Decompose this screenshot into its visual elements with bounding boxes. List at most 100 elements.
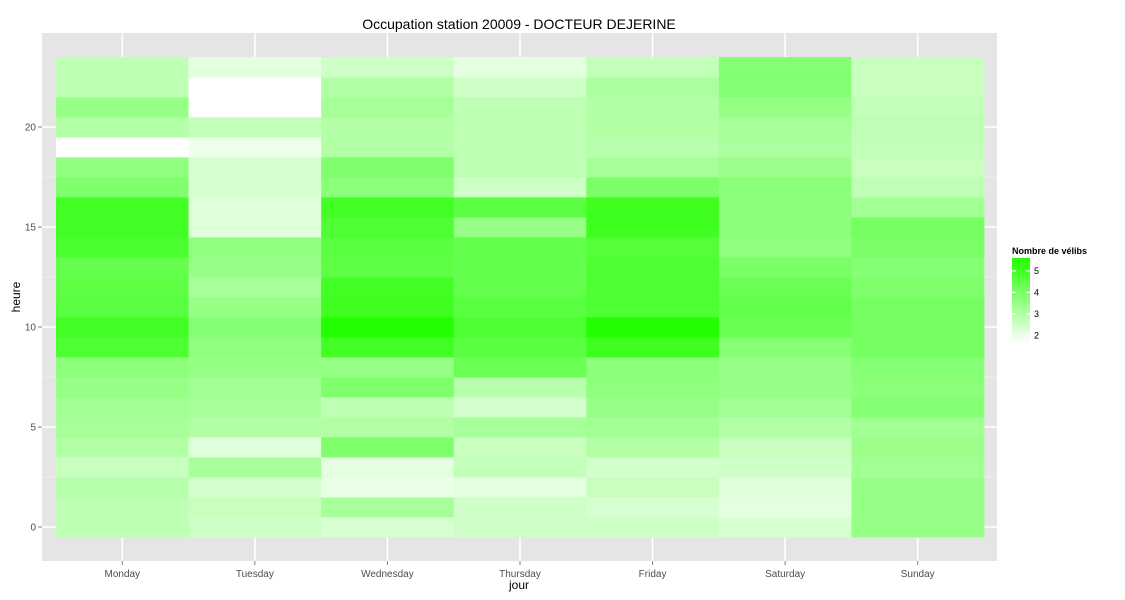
heatmap-tile bbox=[321, 117, 455, 138]
heatmap-tile bbox=[56, 137, 189, 158]
heatmap-tile bbox=[321, 497, 455, 518]
heatmap-tile bbox=[188, 297, 322, 318]
heatmap-tile bbox=[851, 277, 985, 298]
heatmap-tile bbox=[586, 217, 720, 238]
heatmap-tile bbox=[56, 417, 189, 438]
x-tick-label: Thursday bbox=[499, 569, 541, 580]
heatmap-tile bbox=[321, 197, 455, 218]
heatmap-tile bbox=[188, 77, 322, 98]
heatmap-tile bbox=[188, 497, 322, 518]
heatmap-tile bbox=[586, 157, 720, 178]
heatmap-tile bbox=[321, 77, 455, 98]
legend-tick-label: 2 bbox=[1034, 330, 1039, 340]
heatmap-tile bbox=[321, 237, 455, 258]
heatmap-tile bbox=[56, 277, 189, 298]
legend-colorbar bbox=[1012, 258, 1030, 344]
heatmap-tile bbox=[321, 457, 455, 478]
heatmap-tile bbox=[453, 57, 587, 78]
heatmap-tile bbox=[56, 497, 189, 518]
heatmap-tile bbox=[321, 517, 455, 538]
heatmap-tile bbox=[321, 257, 455, 278]
heatmap-tile bbox=[586, 437, 720, 458]
heatmap-tile bbox=[56, 357, 189, 378]
heatmap-tile bbox=[56, 337, 189, 358]
heatmap-tile bbox=[851, 117, 985, 138]
heatmap-tile bbox=[718, 237, 852, 258]
heatmap-tile bbox=[56, 197, 189, 218]
heatmap-tile bbox=[453, 137, 587, 158]
heatmap-tile bbox=[453, 457, 587, 478]
heatmap-tile bbox=[718, 357, 852, 378]
heatmap-tile bbox=[851, 217, 985, 238]
heatmap-tile bbox=[453, 277, 587, 298]
heatmap-tile bbox=[321, 97, 455, 118]
heatmap-tile bbox=[56, 177, 189, 198]
heatmap-tile bbox=[586, 237, 720, 258]
heatmap-tile bbox=[453, 337, 587, 358]
x-tick-label: Saturday bbox=[765, 569, 805, 580]
heatmap-tile bbox=[586, 57, 720, 78]
heatmap-tile bbox=[453, 197, 587, 218]
x-axis-title: jour bbox=[508, 578, 529, 592]
heatmap-tile bbox=[586, 277, 720, 298]
heatmap-tile bbox=[586, 477, 720, 498]
heatmap-tile bbox=[453, 317, 587, 338]
heatmap-tile bbox=[586, 197, 720, 218]
heatmap-tile bbox=[718, 297, 852, 318]
heatmap-tile bbox=[56, 377, 189, 398]
heatmap-tile bbox=[453, 437, 587, 458]
heatmap-tile bbox=[586, 137, 720, 158]
heatmap-tile bbox=[188, 157, 322, 178]
heatmap-tile bbox=[851, 297, 985, 318]
heatmap-tile bbox=[453, 217, 587, 238]
heatmap-tile bbox=[718, 397, 852, 418]
heatmap-tile bbox=[586, 317, 720, 338]
heatmap-tile bbox=[56, 477, 189, 498]
heatmap-tile bbox=[321, 137, 455, 158]
heatmap-tile bbox=[718, 497, 852, 518]
heatmap-tile bbox=[321, 337, 455, 358]
heatmap-tile bbox=[56, 257, 189, 278]
heatmap-tile bbox=[586, 297, 720, 318]
heatmap-tile bbox=[718, 137, 852, 158]
heatmap-tile bbox=[851, 437, 985, 458]
heatmap-tile bbox=[586, 97, 720, 118]
heatmap-tile bbox=[453, 397, 587, 418]
heatmap-tile bbox=[321, 177, 455, 198]
heatmap-tile bbox=[56, 77, 189, 98]
heatmap-tile bbox=[56, 437, 189, 458]
heatmap-tile bbox=[718, 217, 852, 238]
heatmap-tile bbox=[453, 297, 587, 318]
heatmap-tile bbox=[586, 457, 720, 478]
heatmap-tile bbox=[851, 377, 985, 398]
heatmap-tile bbox=[321, 217, 455, 238]
heatmap-tile bbox=[56, 517, 189, 538]
y-tick-label: 0 bbox=[30, 523, 36, 534]
heatmap-tile bbox=[718, 117, 852, 138]
heatmap-tile bbox=[188, 257, 322, 278]
heatmap-tile bbox=[188, 97, 322, 118]
heatmap-tile bbox=[453, 77, 587, 98]
heatmap-tile bbox=[453, 417, 587, 438]
heatmap-tile bbox=[586, 517, 720, 538]
heatmap-tile bbox=[453, 257, 587, 278]
heatmap-tile bbox=[586, 417, 720, 438]
heatmap-tile bbox=[851, 497, 985, 518]
heatmap-tile bbox=[851, 97, 985, 118]
heatmap-tile bbox=[321, 397, 455, 418]
heatmap-tile bbox=[718, 457, 852, 478]
heatmap-tile bbox=[851, 337, 985, 358]
heatmap-tile bbox=[586, 357, 720, 378]
legend-title: Nombre de vélibs bbox=[1012, 246, 1087, 256]
y-tick-label: 15 bbox=[25, 223, 37, 234]
heatmap-tile bbox=[321, 317, 455, 338]
chart-title: Occupation station 20009 - DOCTEUR DEJER… bbox=[362, 16, 676, 32]
heatmap-tile bbox=[56, 397, 189, 418]
heatmap-tile bbox=[188, 417, 322, 438]
heatmap-tile bbox=[851, 57, 985, 78]
heatmap-tile bbox=[851, 157, 985, 178]
heatmap-tile bbox=[586, 377, 720, 398]
heatmap-tile bbox=[188, 177, 322, 198]
heatmap-tile bbox=[188, 397, 322, 418]
